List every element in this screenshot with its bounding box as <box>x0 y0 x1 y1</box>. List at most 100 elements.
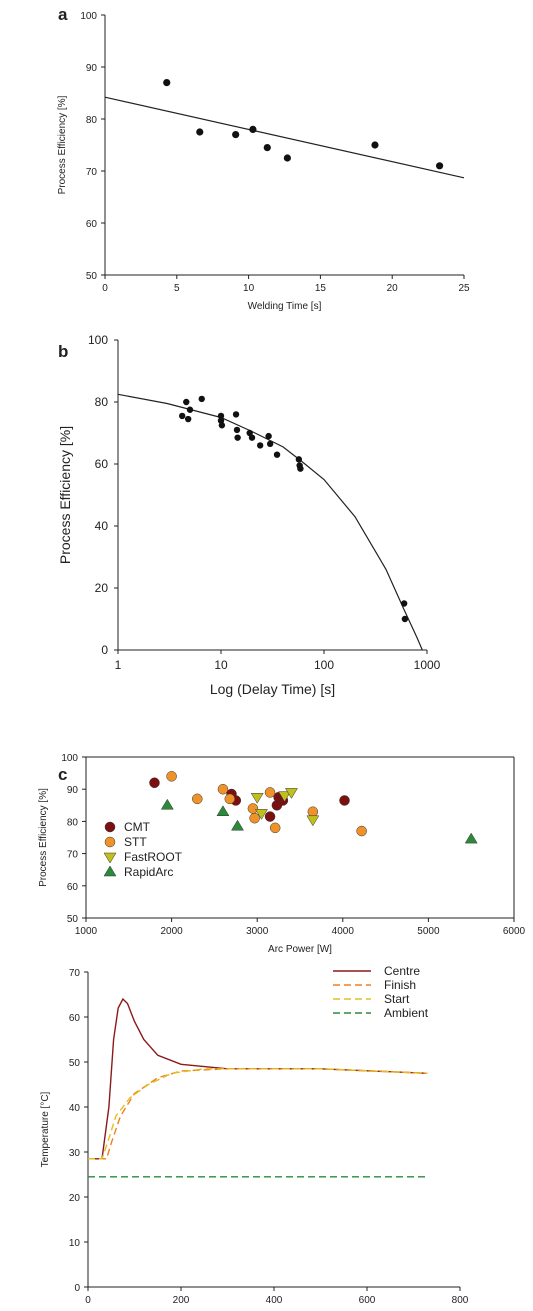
data-point <box>266 440 274 448</box>
legend-rapidarc-swatch <box>103 865 117 877</box>
x-tick-label: 1000 <box>414 658 441 672</box>
data-point <box>196 128 204 136</box>
series-centre-line <box>88 997 428 1160</box>
series-stt-point <box>269 822 281 834</box>
y-axis-label: Process Efficiency [%] <box>57 95 68 194</box>
x-tick-label: 1000 <box>75 926 98 937</box>
data-point <box>232 131 240 139</box>
series-finish-line <box>88 1068 428 1160</box>
y-axis-label: Temperature [°C] <box>40 1091 51 1167</box>
series-fastroot-point <box>278 791 292 803</box>
y-tick-label: 20 <box>95 581 109 595</box>
legend-centre-label: Centre <box>384 964 420 978</box>
trend-line <box>104 96 465 179</box>
data-point <box>256 442 264 449</box>
chart-panel-b: 1 10 100 1000 0 20 40 60 80 100 Log (Delay Time) [… <box>57 333 441 697</box>
y-tick-label: 20 <box>69 1193 81 1204</box>
x-tick-label: 2000 <box>160 926 183 937</box>
y-tick-label: 30 <box>69 1148 81 1159</box>
series-start-line <box>88 1068 428 1160</box>
y-tick-label: 40 <box>69 1103 81 1114</box>
series-rapidarc-point <box>464 832 478 844</box>
x-tick-label: 25 <box>458 283 470 294</box>
data-point <box>186 406 194 413</box>
data-point <box>184 415 192 423</box>
series-rapidarc-point <box>231 819 244 831</box>
legend-start-label: Start <box>384 992 410 1006</box>
data-point <box>217 412 225 420</box>
y-tick-label: 100 <box>80 11 97 22</box>
data-point <box>401 615 409 623</box>
series-cmt-point <box>264 811 276 822</box>
legend-cmt-label: CMT <box>124 820 151 834</box>
y-axis-label: Process Efficiency [%] <box>57 426 73 564</box>
y-tick-label: 60 <box>86 219 98 230</box>
y-tick-label: 60 <box>95 457 109 471</box>
x-tick-label: 3000 <box>246 926 269 937</box>
y-tick-label: 80 <box>86 115 98 126</box>
panel-letter-a: a <box>58 5 68 24</box>
series-stt-point <box>264 787 276 798</box>
x-tick-label: 4000 <box>332 926 355 937</box>
x-tick-label: 1 <box>115 658 122 672</box>
series-stt-point <box>224 793 236 805</box>
x-tick-label: 200 <box>173 1295 190 1306</box>
y-axis-label: Process Efficiency [%] <box>38 788 49 887</box>
legend-fastroot-swatch <box>103 852 117 864</box>
data-point <box>178 412 186 420</box>
y-tick-label: 80 <box>95 395 109 409</box>
data-point <box>198 395 205 403</box>
y-tick-label: 0 <box>74 1283 80 1294</box>
data-point <box>248 434 256 441</box>
chart-panel-a: 0 5 10 15 20 25 50 60 70 80 90 100 Welding Time [s] P… <box>57 11 470 312</box>
data-point <box>163 79 171 87</box>
series-stt-point <box>166 771 177 782</box>
series-fastroot-point <box>284 788 298 799</box>
chart-panel-c: 1000 2000 3000 4000 5000 6000 50 60 70 80 90 100 Arc… <box>38 753 526 955</box>
series-fastroot-point <box>306 815 320 827</box>
x-tick-label: 800 <box>452 1295 469 1306</box>
x-tick-label: 10 <box>214 658 228 672</box>
x-tick-label: 100 <box>314 658 334 672</box>
series-rapidarc-point <box>160 798 174 810</box>
y-tick-label: 100 <box>61 753 78 764</box>
data-point <box>234 434 241 441</box>
data-point <box>233 426 241 434</box>
data-point <box>297 465 304 472</box>
y-tick-label: 70 <box>69 968 81 979</box>
legend-stt-swatch <box>104 836 116 848</box>
x-tick-label: 600 <box>359 1295 376 1306</box>
x-axis-label: Welding Time [s] <box>248 301 322 312</box>
series-fastroot-point <box>255 809 268 820</box>
data-point <box>295 456 303 463</box>
y-tick-label: 50 <box>67 914 79 925</box>
y-tick-label: 10 <box>69 1238 81 1249</box>
trend-line <box>117 393 423 651</box>
legend-cmt-swatch <box>104 821 116 833</box>
legend-ambient-label: Ambient <box>384 1006 429 1020</box>
y-tick-label: 40 <box>95 519 109 533</box>
x-tick-label: 0 <box>102 283 108 294</box>
y-tick-label: 70 <box>86 167 98 178</box>
x-axis-label: Arc Power [W] <box>268 944 332 955</box>
y-tick-label: 50 <box>86 271 98 282</box>
data-point <box>232 411 240 418</box>
data-point <box>273 451 281 458</box>
x-tick-label: 0 <box>85 1295 91 1306</box>
series-cmt-point <box>149 777 160 789</box>
x-tick-label: 6000 <box>503 926 526 937</box>
legend-stt-label: STT <box>124 835 147 849</box>
y-tick-label: 80 <box>67 817 79 828</box>
y-tick-label: 50 <box>69 1058 81 1069</box>
legend-finish-label: Finish <box>384 978 416 992</box>
chart-panel-d: 0 200 400 600 800 0 10 20 30 40 50 60 70 Temperature … <box>40 964 469 1306</box>
y-tick-label: 90 <box>86 63 98 74</box>
data-point <box>435 162 444 170</box>
data-point <box>183 398 190 406</box>
x-tick-label: 5000 <box>417 926 440 937</box>
series-rapidarc-point <box>216 805 230 816</box>
series-cmt-point <box>339 795 350 806</box>
legend-rapidarc-label: RapidArc <box>124 865 173 879</box>
